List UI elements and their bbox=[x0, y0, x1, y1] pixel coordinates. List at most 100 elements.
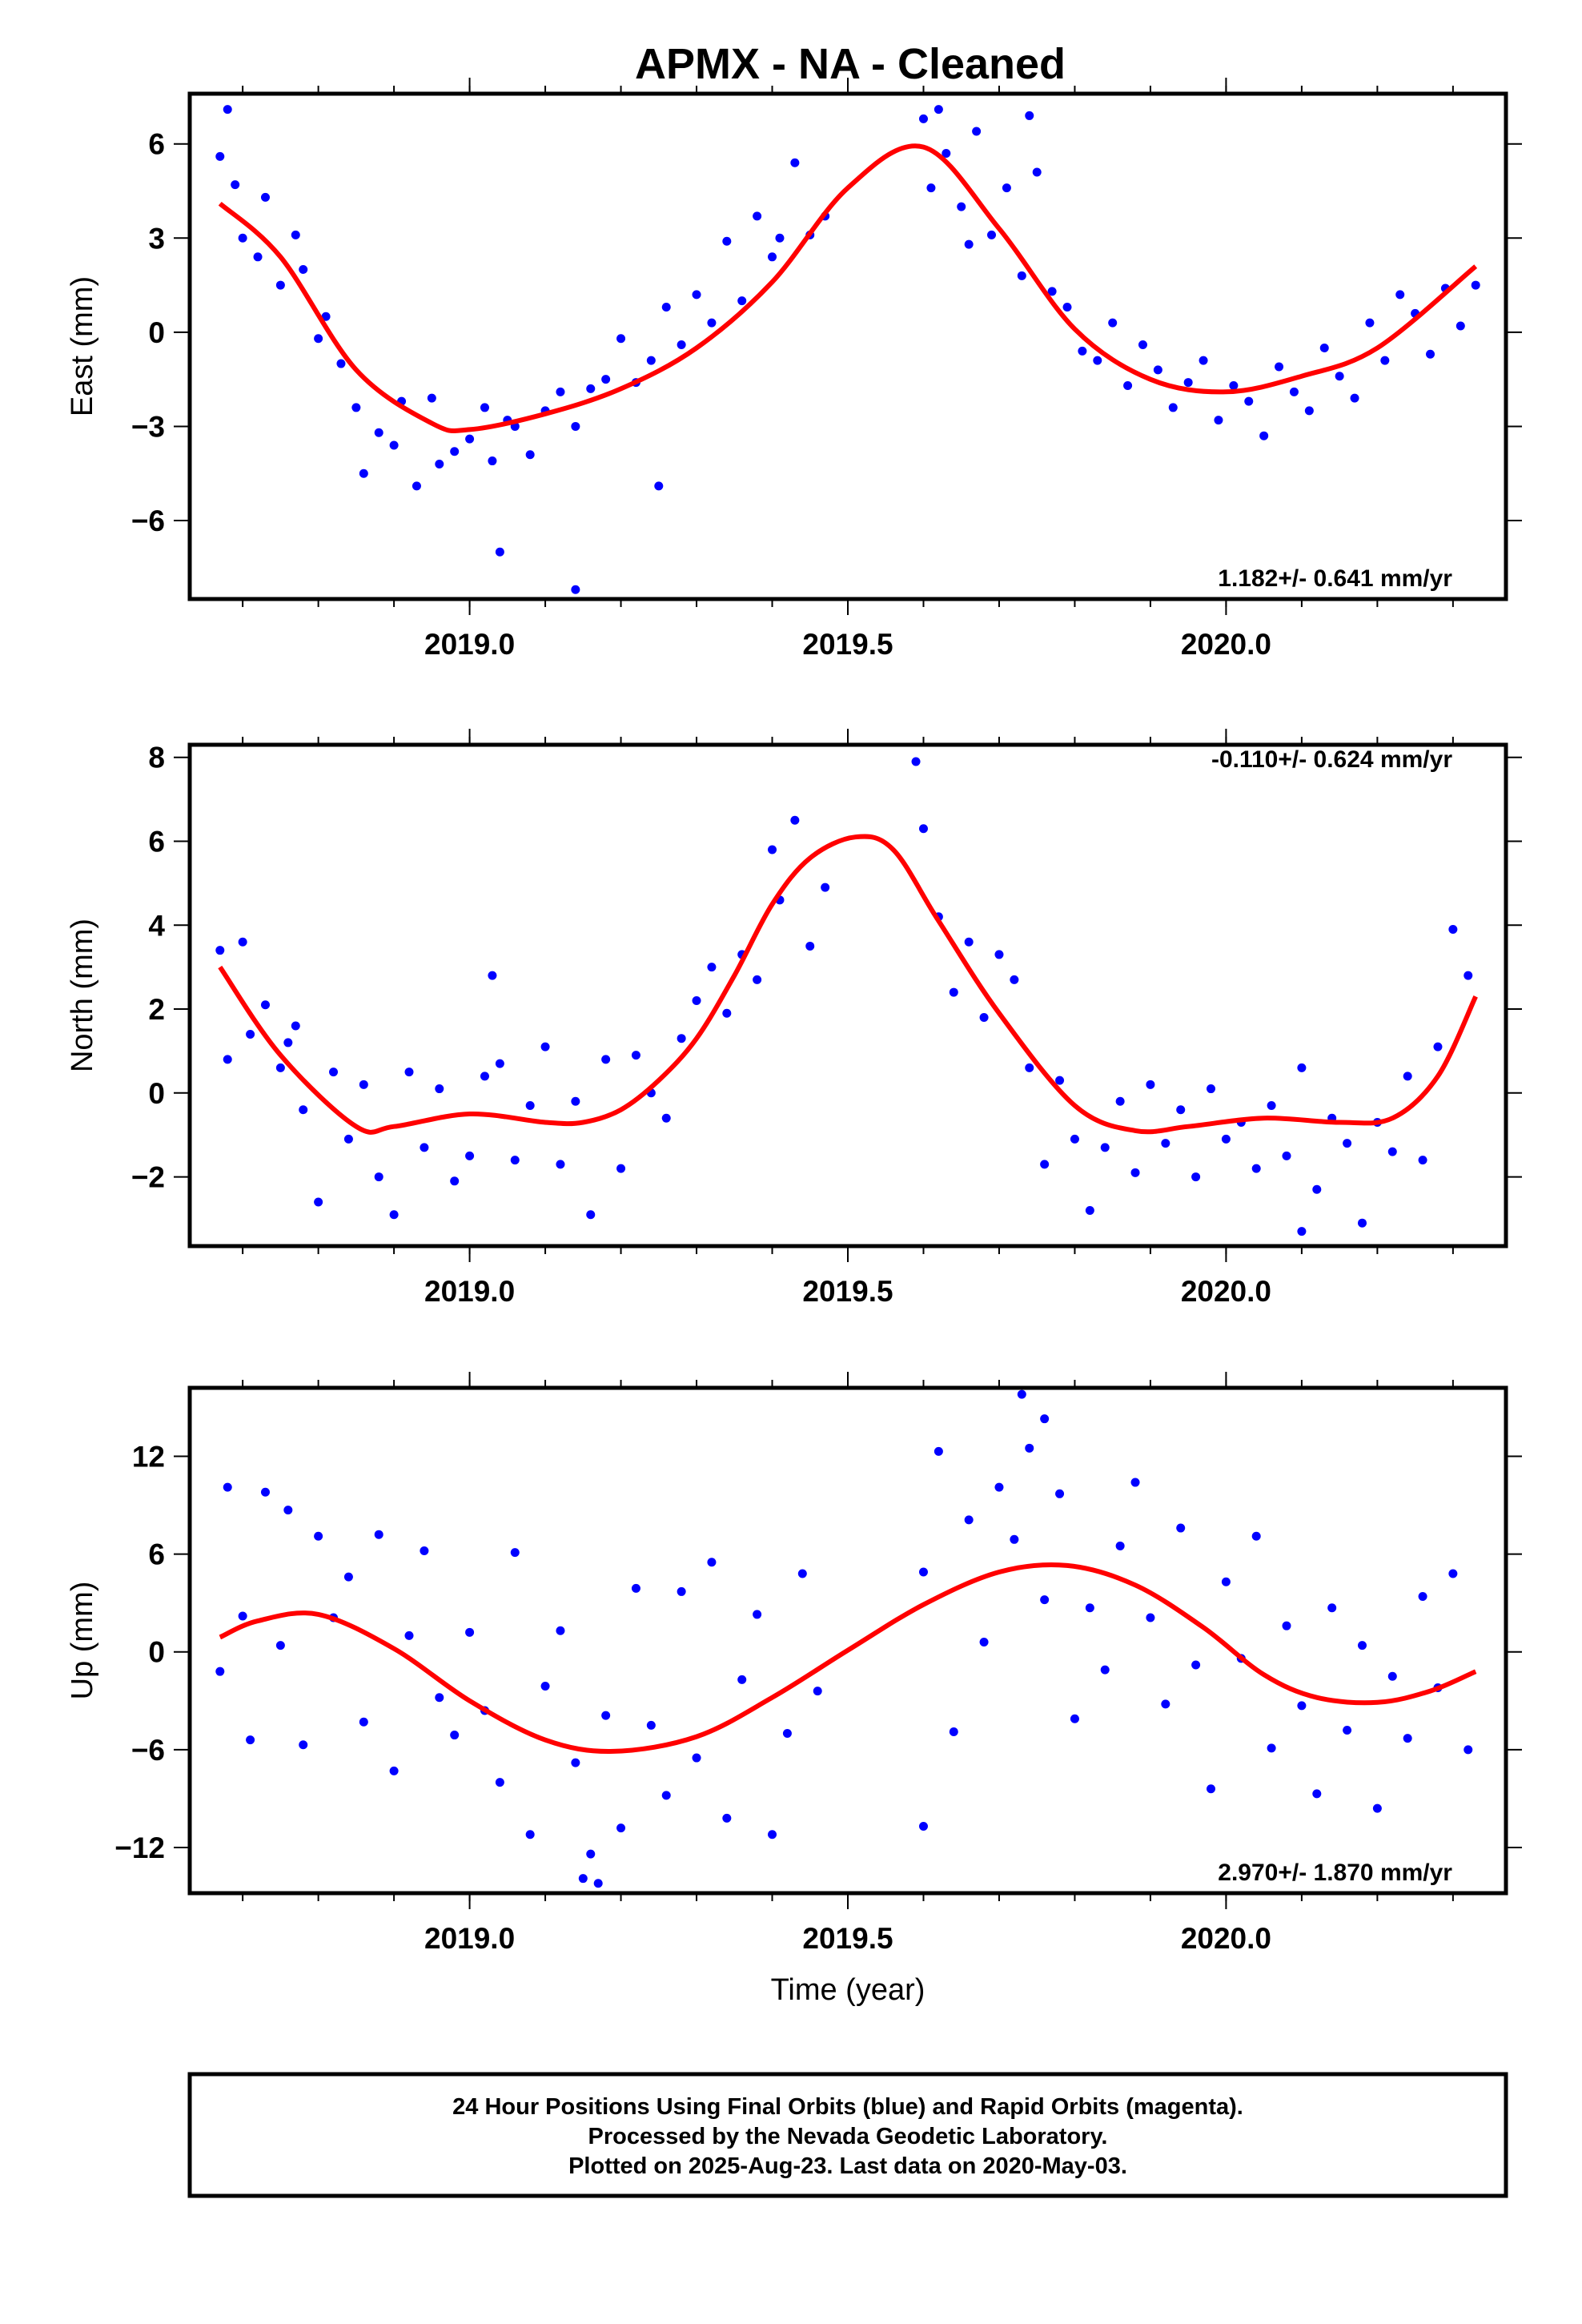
fit-curve bbox=[218, 834, 1478, 1135]
data-point bbox=[994, 1482, 1004, 1492]
data-point bbox=[420, 1546, 429, 1556]
data-point bbox=[389, 440, 399, 450]
data-point bbox=[1372, 1803, 1382, 1813]
data-point bbox=[1100, 1665, 1110, 1675]
data-point bbox=[1017, 271, 1026, 280]
data-point bbox=[1403, 1734, 1412, 1743]
data-point bbox=[768, 1830, 777, 1839]
data-point bbox=[1070, 1714, 1079, 1723]
data-point bbox=[412, 481, 421, 491]
data-point bbox=[753, 1610, 762, 1619]
data-point bbox=[1176, 1105, 1186, 1115]
data-point bbox=[1199, 356, 1208, 365]
data-point bbox=[677, 1586, 686, 1596]
data-point bbox=[329, 1068, 339, 1077]
y-tick-label: −3 bbox=[131, 410, 165, 443]
data-point bbox=[314, 1531, 323, 1541]
data-point bbox=[768, 252, 777, 262]
data-point bbox=[654, 481, 664, 491]
data-point bbox=[586, 1849, 596, 1859]
data-point bbox=[480, 403, 489, 412]
data-point bbox=[283, 1506, 293, 1515]
data-point bbox=[556, 1626, 565, 1635]
data-point bbox=[790, 815, 800, 825]
data-point bbox=[299, 264, 308, 274]
data-point bbox=[661, 1791, 671, 1800]
data-point bbox=[616, 1164, 626, 1173]
rate-label: 2.970+/- 1.870 mm/yr bbox=[1218, 1860, 1452, 1886]
data-point bbox=[1040, 1595, 1050, 1605]
data-point bbox=[374, 1530, 383, 1539]
data-point bbox=[1221, 1577, 1231, 1586]
data-point bbox=[1055, 1489, 1065, 1498]
data-point bbox=[275, 1641, 285, 1651]
data-point bbox=[722, 236, 732, 246]
data-point bbox=[420, 1143, 429, 1152]
data-point bbox=[1259, 431, 1269, 440]
data-point bbox=[1343, 1725, 1352, 1735]
data-point bbox=[1146, 1613, 1155, 1622]
data-point bbox=[246, 1735, 255, 1745]
data-point bbox=[1418, 1156, 1427, 1165]
data-point bbox=[1426, 349, 1435, 359]
data-point bbox=[238, 1611, 247, 1621]
data-point bbox=[374, 428, 383, 437]
data-point bbox=[351, 403, 361, 412]
data-point bbox=[291, 230, 300, 239]
data-point bbox=[321, 312, 331, 321]
data-point bbox=[571, 421, 580, 431]
data-point bbox=[1025, 111, 1034, 120]
footer-line-3: Plotted on 2025-Aug-23. Last data on 202… bbox=[568, 2153, 1127, 2179]
data-point bbox=[1130, 1168, 1140, 1177]
data-point bbox=[374, 1172, 383, 1182]
data-point bbox=[918, 1567, 928, 1577]
data-point bbox=[223, 105, 232, 115]
data-point bbox=[1395, 290, 1405, 300]
data-point bbox=[677, 1034, 686, 1043]
data-point bbox=[972, 127, 982, 136]
data-point bbox=[1357, 1641, 1367, 1651]
data-point bbox=[495, 1778, 504, 1787]
data-point bbox=[1312, 1789, 1322, 1799]
data-point bbox=[979, 1638, 989, 1647]
x-tick-label: 2020.0 bbox=[1181, 1922, 1271, 1955]
plot-frame bbox=[187, 742, 1508, 1248]
data-point bbox=[957, 202, 966, 211]
data-point bbox=[223, 1482, 232, 1492]
data-point bbox=[465, 434, 475, 444]
x-tick-label: 2019.5 bbox=[802, 628, 893, 661]
data-point bbox=[1010, 975, 1019, 984]
data-point bbox=[987, 230, 997, 239]
data-point bbox=[404, 1630, 414, 1640]
data-point bbox=[775, 233, 785, 243]
data-point bbox=[918, 824, 928, 834]
data-point bbox=[343, 1134, 353, 1144]
data-point bbox=[260, 192, 270, 202]
data-point bbox=[631, 1051, 640, 1060]
x-tick-label: 2019.5 bbox=[802, 1922, 893, 1955]
data-point bbox=[299, 1740, 308, 1750]
data-point bbox=[1387, 1671, 1397, 1681]
north-panel: 2019.0 2019.5 2020.0 −2 0 2 4 6 8 North (mm) -0.11… bbox=[66, 729, 1522, 1308]
data-point bbox=[336, 359, 346, 368]
data-point bbox=[1123, 380, 1133, 390]
data-point bbox=[1251, 1531, 1261, 1541]
data-point bbox=[1062, 303, 1072, 312]
data-point bbox=[1433, 1042, 1443, 1051]
data-point bbox=[1070, 1134, 1079, 1144]
data-point bbox=[616, 334, 626, 344]
data-point bbox=[578, 1874, 588, 1884]
data-point bbox=[979, 1013, 989, 1023]
data-point bbox=[291, 1021, 300, 1031]
data-point bbox=[480, 1072, 489, 1081]
data-point bbox=[488, 971, 497, 980]
data-point bbox=[1448, 1569, 1458, 1578]
data-point bbox=[510, 1548, 520, 1558]
data-point bbox=[646, 356, 656, 365]
y-tick-label: 0 bbox=[148, 1077, 165, 1110]
data-point bbox=[260, 1000, 270, 1010]
data-point bbox=[964, 1515, 974, 1525]
data-point bbox=[1161, 1139, 1170, 1148]
data-point bbox=[707, 1558, 717, 1567]
data-point bbox=[661, 303, 671, 312]
